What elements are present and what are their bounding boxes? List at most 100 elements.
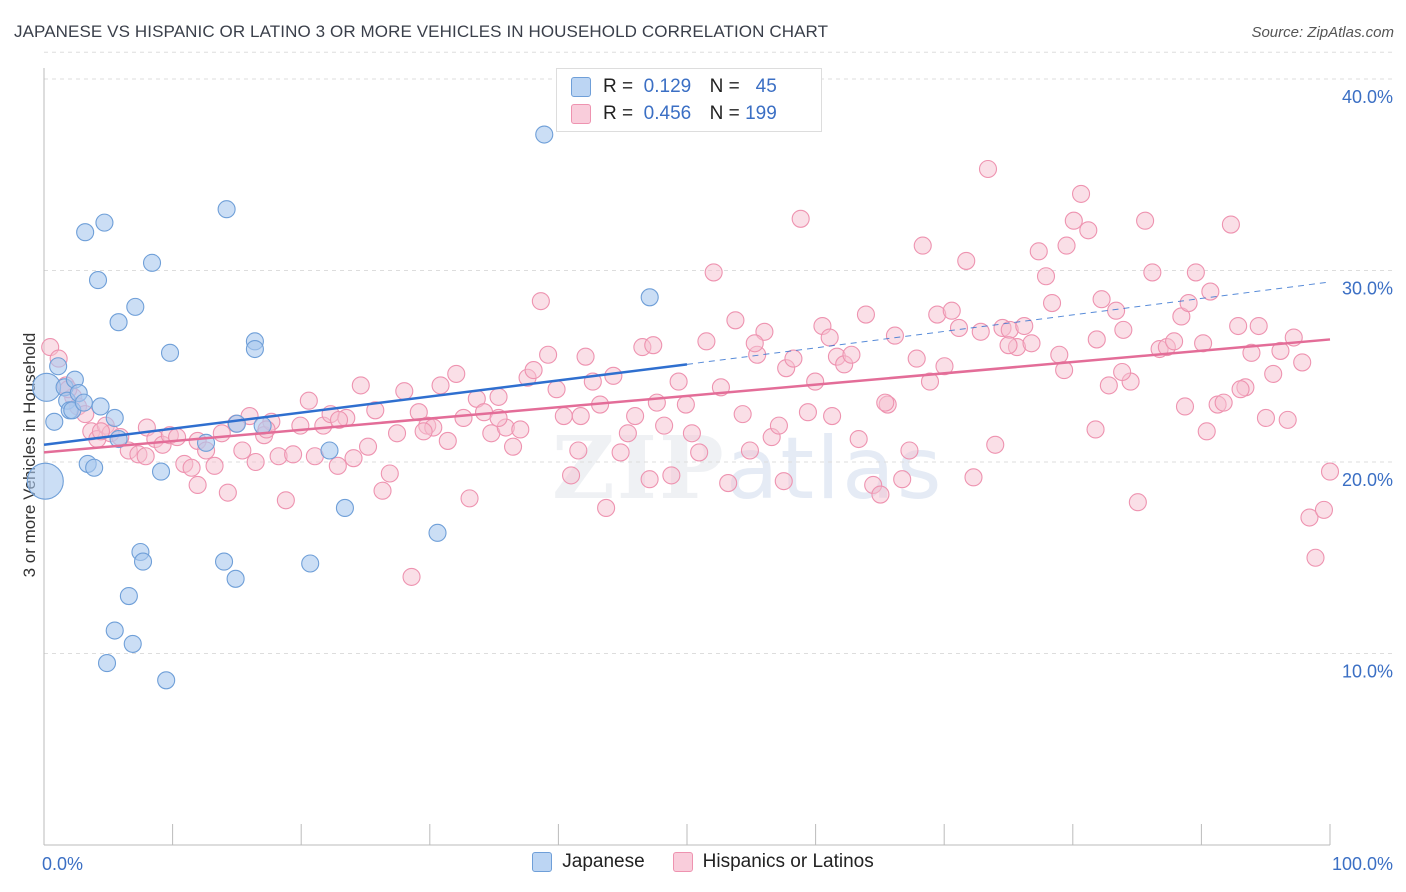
hispanic-point	[1079, 221, 1098, 240]
hispanic-point	[1042, 294, 1062, 313]
hispanic-point	[1221, 215, 1240, 234]
hispanic-point	[1293, 353, 1312, 372]
hispanic-point	[1320, 462, 1340, 481]
watermark-atlas: atlas	[725, 419, 944, 519]
japanese-point	[214, 552, 234, 571]
hispanic-point	[1256, 408, 1275, 428]
japanese-point	[217, 200, 236, 219]
hispanic-point	[1179, 294, 1198, 313]
hispanic-point	[893, 470, 912, 489]
japanese-point	[640, 288, 659, 307]
n-value: 45	[755, 76, 777, 97]
hispanic-point	[460, 489, 479, 508]
hispanic-point	[978, 159, 998, 179]
japanese-point	[142, 253, 162, 272]
hispanic-point	[1086, 420, 1105, 439]
hispanic-point	[1201, 282, 1220, 301]
tick-labels: 10.0% 20.0% 30.0% 40.0% 0.0% 100.0%	[42, 87, 1393, 874]
hispanic-trend-line	[43, 338, 1331, 454]
n-label: N =	[709, 103, 740, 124]
japanese-point	[49, 357, 68, 376]
r-label: R =	[603, 103, 634, 124]
hispanic-point	[690, 443, 709, 462]
hispanic-point	[531, 292, 550, 311]
hispanic-swatch	[571, 104, 591, 124]
hispanic-point	[669, 372, 688, 391]
hispanic-point	[1231, 380, 1250, 399]
hispanic-point	[820, 328, 839, 347]
hispanic-point	[640, 470, 659, 489]
japanese-point	[26, 462, 64, 500]
hispanic-point	[1036, 267, 1056, 286]
japanese-point	[301, 554, 320, 573]
japanese-point	[97, 654, 117, 673]
hispanic-point	[554, 406, 573, 426]
japanese-point	[320, 441, 339, 460]
hispanic-point	[205, 456, 224, 475]
japanese-point	[91, 397, 110, 416]
japanese-point	[74, 393, 93, 412]
hispanic-point	[1064, 211, 1083, 230]
hispanic-point	[1143, 263, 1162, 282]
hispanic-point	[957, 251, 976, 270]
legend-item-japanese[interactable]: Japanese	[532, 851, 645, 873]
hispanic-point	[949, 318, 969, 338]
hispanic-point	[745, 334, 764, 353]
hispanic-point	[329, 410, 349, 429]
hispanic-point	[798, 403, 817, 422]
hispanic-point	[576, 347, 595, 366]
hispanic-point	[986, 435, 1005, 454]
n-label: N =	[709, 76, 740, 97]
hispanic-point	[597, 498, 616, 518]
japanese-trend-line	[43, 363, 688, 447]
hispanic-point	[344, 449, 363, 468]
hispanic-point	[569, 441, 588, 460]
japanese-point	[95, 213, 114, 232]
hispanic-points	[41, 159, 1340, 586]
source-label: Source: ZipAtlas.com	[1251, 24, 1394, 41]
hispanic-point	[1092, 290, 1111, 309]
hispanic-point	[676, 395, 695, 414]
r-value: 0.456	[643, 103, 692, 124]
hispanic-point	[604, 366, 623, 385]
hispanic-point	[504, 437, 523, 456]
hispanic-point	[1087, 330, 1106, 349]
n-value: 199	[745, 103, 777, 124]
hispanic-point	[1249, 316, 1268, 336]
hispanic-point	[1136, 211, 1155, 230]
hispanic-legend-swatch	[672, 852, 693, 872]
japanese-point	[123, 634, 142, 653]
hispanic-point	[626, 406, 645, 426]
hispanic-point	[218, 483, 237, 502]
hispanic-point	[1314, 500, 1334, 519]
hispanic-point	[395, 382, 414, 401]
hispanic-point	[547, 380, 566, 399]
series-legend: Japanese Hispanics or Latinos	[0, 851, 1406, 873]
y-tick-label: 10.0%	[1342, 662, 1393, 682]
hispanic-point	[682, 424, 701, 443]
hispanic-point	[182, 458, 201, 477]
hispanic-point	[1165, 332, 1184, 351]
trend-lines	[43, 281, 1331, 454]
hispanic-point	[871, 485, 890, 504]
hispanic-point	[618, 424, 637, 443]
hispanic-point	[611, 443, 630, 462]
japanese-point	[157, 671, 176, 690]
r-label: R =	[603, 76, 634, 97]
hispanic-point	[168, 428, 187, 447]
hispanic-point	[1057, 236, 1076, 255]
hispanic-point	[644, 336, 663, 355]
japanese-point	[105, 408, 124, 428]
hispanic-point	[212, 424, 231, 443]
legend-item-hispanic[interactable]: Hispanics or Latinos	[672, 851, 874, 873]
hispanic-point	[511, 420, 530, 439]
hispanic-point	[351, 376, 370, 395]
stats-row-hispanic: R = 0.456 N = 199	[571, 101, 777, 127]
hispanic-point	[524, 361, 543, 380]
japanese-point	[245, 339, 264, 359]
hispanic-point	[856, 305, 875, 324]
hispanic-point	[1242, 343, 1261, 362]
hispanic-point	[999, 336, 1018, 355]
hispanic-point	[447, 364, 466, 383]
